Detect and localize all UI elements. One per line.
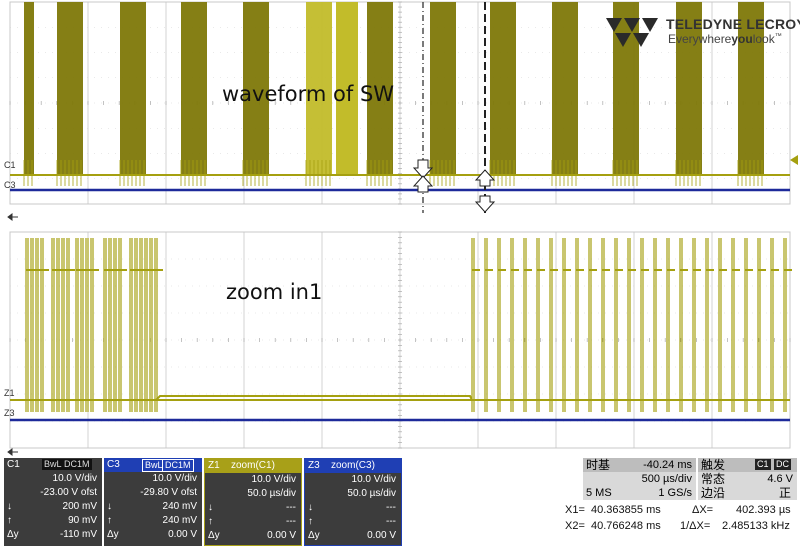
logo-tagline: Everywhereyoulook™ bbox=[668, 32, 782, 46]
z1-trace bbox=[10, 238, 792, 412]
cursor-x2-readout: X2= 40.766248 ms bbox=[565, 520, 661, 532]
logo-brand: TELEDYNE LECROY bbox=[666, 16, 800, 32]
panel-row: -23.00 V ofst bbox=[40, 487, 97, 498]
panel-row: Δy 0.00 V bbox=[208, 530, 296, 541]
panel-row: ↓ 240 mV bbox=[107, 501, 197, 512]
trigger-level-marker-icon[interactable] bbox=[790, 155, 798, 165]
channel-panel-z3[interactable]: Z3 zoom(C3) 10.0 V/div 50.0 µs/div ↓ --- ↑ --- Δ… bbox=[304, 458, 402, 546]
cursor-dx-label: ΔX= bbox=[692, 504, 714, 516]
annotation-bottom: zoom in1 bbox=[226, 280, 323, 304]
channel-badge: DC1M bbox=[62, 459, 92, 470]
cursor-x2-arrow-icon[interactable] bbox=[474, 169, 496, 213]
cursor-x1-readout: X1= 40.363855 ms bbox=[565, 504, 661, 516]
channel-panel-name: Z1 bbox=[208, 460, 220, 471]
panel-row: ↓ 200 mV bbox=[7, 501, 97, 512]
timebase-samples: 5 MS bbox=[586, 487, 612, 499]
upper-scroll-left-icon[interactable] bbox=[7, 213, 18, 221]
teledyne-lecroy-logo: TELEDYNE LECROY Everywhereyoulook™ bbox=[604, 16, 800, 50]
timebase-div: 500 µs/div bbox=[641, 473, 692, 485]
trigger-edge: 正 bbox=[778, 486, 791, 500]
panel-row: 10.0 V/div bbox=[152, 473, 197, 484]
timebase-panel[interactable]: 时基 -40.24 ms 500 µs/div 5 MS 1 GS/s bbox=[583, 458, 696, 500]
panel-row: ↑ 240 mV bbox=[107, 515, 197, 526]
lower-scroll-left-icon[interactable] bbox=[7, 448, 18, 456]
timebase-label: 时基 bbox=[586, 458, 611, 472]
panel-row: ↑ --- bbox=[308, 516, 396, 527]
channel-badge: BwL bbox=[42, 459, 64, 470]
channel-label-z3: Z3 bbox=[4, 408, 15, 418]
panel-row: 10.0 V/div bbox=[251, 474, 296, 485]
channel-panel-name: Z3 bbox=[308, 460, 320, 471]
panel-row: ↓ --- bbox=[208, 502, 296, 513]
trigger-label: 触发 bbox=[701, 458, 726, 472]
trigger-edge-label: 边沿 bbox=[701, 486, 726, 500]
channel-panel-name: C1 bbox=[7, 459, 20, 470]
zoom-source-title: zoom(C1) bbox=[231, 460, 275, 471]
channel-badge: DC1M bbox=[162, 459, 194, 472]
timebase-offset: -40.24 ms bbox=[643, 459, 692, 471]
panel-row: ↑ 90 mV bbox=[7, 515, 97, 526]
panel-row: -29.80 V ofst bbox=[140, 487, 197, 498]
waveform-display[interactable] bbox=[0, 0, 800, 458]
trigger-coupling-badge: DC bbox=[774, 459, 791, 470]
panel-row: 10.0 V/div bbox=[351, 474, 396, 485]
trigger-mode: 常态 bbox=[701, 472, 726, 486]
panel-row: Δy -110 mV bbox=[7, 529, 97, 540]
cursor-inv-label: 1/ΔX= bbox=[680, 520, 711, 532]
panel-row: 50.0 µs/div bbox=[247, 488, 296, 499]
channel-panel-c3[interactable]: C3 BwL DC1M 10.0 V/div -29.80 V ofst ↓ 240 mV ↑… bbox=[104, 458, 202, 546]
panel-row: ↑ --- bbox=[208, 516, 296, 527]
panel-row: Δy 0.00 V bbox=[107, 529, 197, 540]
channel-panel-name: C3 bbox=[107, 459, 120, 470]
cursor-inv-value: 2.485133 kHz bbox=[722, 520, 790, 532]
panel-row: 10.0 V/div bbox=[52, 473, 97, 484]
cursor-dx-value: 402.393 µs bbox=[736, 504, 791, 516]
lower-grid bbox=[9, 231, 791, 449]
zoom-source-title: zoom(C3) bbox=[331, 460, 375, 471]
channel-panel-z1[interactable]: Z1 zoom(C1) 10.0 V/div 50.0 µs/div ↓ --- ↑ --- Δ… bbox=[204, 458, 302, 546]
c1-trace bbox=[10, 2, 790, 186]
channel-label-z1: Z1 bbox=[4, 388, 15, 398]
channel-panel-c1[interactable]: C1 BwL DC1M 10.0 V/div -23.00 V ofst ↓ 200 mV ↑… bbox=[4, 458, 102, 546]
cursor-x1-arrow-icon[interactable] bbox=[412, 159, 434, 193]
annotation-top: waveform of SW bbox=[222, 82, 395, 106]
trigger-source-badge: C1 bbox=[755, 459, 771, 470]
panel-row: Δy 0.00 V bbox=[308, 530, 396, 541]
panel-row: ↓ --- bbox=[308, 502, 396, 513]
trigger-panel[interactable]: 触发 C1 DC 常态 4.6 V 边沿 正 bbox=[698, 458, 797, 500]
panel-row: 50.0 µs/div bbox=[347, 488, 396, 499]
timebase-rate: 1 GS/s bbox=[658, 487, 692, 499]
channel-label-c3: C3 bbox=[4, 180, 16, 190]
trigger-level: 4.6 V bbox=[767, 473, 793, 485]
channel-label-c1: C1 bbox=[4, 160, 16, 170]
lecroy-emblem-icon bbox=[606, 18, 658, 47]
